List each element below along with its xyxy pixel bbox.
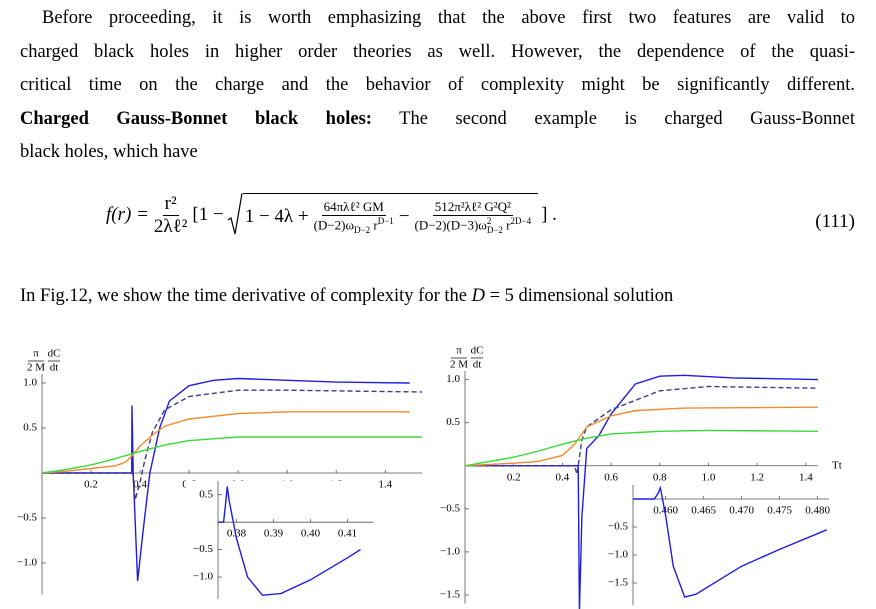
x-tick-label: 0.40 (301, 528, 321, 540)
y-tick-label: −0.5 (193, 543, 213, 555)
x-tick-label: 0.475 (767, 505, 792, 517)
equation-number: (111) (815, 211, 855, 232)
y-tick-label: −1.0 (193, 571, 213, 583)
y-tick-label: −0.5 (608, 521, 628, 533)
y-tick-label: −1.0 (440, 545, 460, 557)
x-tick-label: 0.460 (653, 505, 678, 517)
series-line (41, 411, 410, 474)
eq-lhs: f(r) = (106, 204, 149, 225)
eq-text: ] . (541, 204, 557, 225)
den-sup: 2 (486, 216, 492, 227)
math: D (471, 286, 485, 306)
y-tick-label: 0.5 (199, 488, 213, 500)
y-tick-label: 1.0 (23, 377, 37, 389)
den-part: (D−2)ω (313, 217, 355, 233)
denominator: 2λℓ² (153, 215, 188, 237)
x-tick-label: 1.4 (378, 479, 392, 491)
radical-sign (227, 193, 243, 235)
series-line (464, 406, 819, 467)
y-label: 2 M (27, 362, 45, 374)
y-label: dt (473, 359, 482, 371)
text-line: charged black holes in higher order theo… (20, 42, 855, 62)
series-line (464, 429, 819, 467)
y-tick-label: −1.5 (440, 589, 460, 601)
charts: 0.20.40.60.81.01.21.4−1.0−0.50.51.0π2 Md… (17, 345, 842, 609)
x-tick-label: 0.2 (507, 471, 521, 483)
y-label: dt (50, 362, 59, 374)
y-label: π (33, 348, 39, 360)
inset-background (186, 481, 376, 599)
x-tick-label: 0.41 (338, 528, 357, 540)
equation: f(r) = r² 2λℓ² [1 − 1 − 4λ + 64πλℓ² GM (D−… (106, 192, 557, 238)
x-tick-label: 0.38 (227, 528, 247, 540)
y-tick-label: −0.5 (17, 512, 37, 524)
den-sub: D−2 (354, 224, 371, 235)
text-line: black holes, which have (20, 142, 198, 162)
y-tick-label: −0.5 (440, 502, 460, 514)
text-line: Before proceeding, it is worth emphasizi… (42, 8, 855, 28)
eq-text: [1 − (192, 204, 224, 225)
den-sub: D−2 (486, 225, 503, 236)
x-tick-label: 1.0 (702, 471, 716, 483)
text-line: critical time on the charge and the beha… (20, 75, 855, 95)
series-line (465, 385, 819, 475)
numerator: 64πλℓ² GM (321, 199, 386, 217)
x-tick-label: 0.4 (556, 471, 570, 483)
radical: 1 − 4λ + 64πλℓ² GM (D−2)ωD−2 rD−1 − 512π²… (227, 192, 539, 238)
y-tick-label: 0.5 (446, 416, 460, 428)
x-tick-label: 0.6 (604, 471, 618, 483)
series-line (218, 486, 361, 596)
den-sup: D−1 (377, 216, 394, 227)
series-line (41, 436, 422, 474)
den-part: (D−2)(D−3)ω (414, 217, 487, 233)
y-label: 2 M (450, 359, 468, 371)
x-label: Tt (832, 459, 842, 471)
den-part: r (370, 217, 378, 233)
den-part: r (502, 217, 511, 233)
fraction: 512π²λℓ² G²Q² (D−2)(D−3)ω 2 D−2 r2D−4 (413, 199, 534, 235)
eq-text: 1 − 4λ + (244, 206, 309, 227)
den-sup: 2D−4 (510, 215, 532, 226)
fraction: 64πλℓ² GM (D−2)ωD−2 rD−1 (312, 199, 396, 235)
series-line (633, 485, 827, 598)
heading: Charged Gauss-Bonnet black holes: (20, 109, 372, 129)
y-tick-label: 1.0 (446, 373, 460, 385)
fraction: r² 2λℓ² (152, 193, 190, 238)
y-tick-label: −1.5 (608, 577, 628, 589)
x-tick-label: 1.2 (750, 471, 764, 483)
y-tick-label: −1.0 (17, 557, 37, 569)
text-line: In Fig.12, we show the time derivative o… (20, 284, 855, 308)
text: The second example is charged Gauss-Bonn… (371, 109, 855, 129)
y-tick-label: 0.5 (23, 422, 37, 434)
numerator: r² (162, 192, 179, 216)
x-tick-label: 0.465 (691, 505, 716, 517)
x-tick-label: 0.2 (84, 479, 98, 491)
x-tick-label: 0.4 (133, 479, 147, 491)
numerator: 512π²λℓ² G²Q² (432, 198, 513, 216)
radicand: 1 − 4λ + 64πλℓ² GM (D−2)ωD−2 rD−1 − 512π²… (242, 193, 539, 238)
denominator: (D−2)(D−3)ω 2 D−2 r2D−4 (413, 216, 534, 235)
x-tick-label: 0.470 (729, 505, 754, 517)
series-line (42, 389, 423, 501)
denominator: (D−2)ωD−2 rD−1 (312, 216, 396, 235)
inset-background (601, 485, 831, 606)
x-tick-label: 0.39 (264, 528, 284, 540)
text-line: Charged Gauss-Bonnet black holes: The se… (20, 107, 855, 131)
text: In Fig.12, we show the time derivative o… (20, 286, 472, 306)
x-tick-label: 0.480 (805, 505, 830, 517)
x-tick-label: 1.4 (799, 471, 813, 483)
y-label: dC (48, 348, 61, 360)
eq-text: − (398, 206, 410, 227)
y-label: π (456, 345, 462, 357)
series-line (42, 377, 410, 582)
text: = 5 dimensional solution (484, 286, 674, 306)
y-tick-label: −1.0 (608, 549, 628, 561)
y-label: dC (471, 345, 484, 357)
x-tick-label: 0.8 (653, 471, 667, 483)
